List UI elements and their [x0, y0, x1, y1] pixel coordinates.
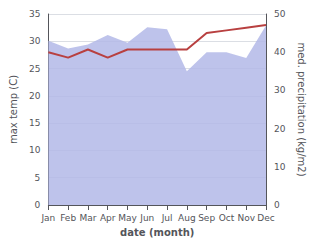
svg-text:Mar: Mar: [79, 213, 96, 223]
svg-text:5: 5: [35, 173, 41, 183]
svg-text:Sep: Sep: [198, 213, 215, 223]
svg-text:15: 15: [29, 118, 40, 128]
svg-text:0: 0: [274, 200, 280, 210]
svg-text:30: 30: [274, 85, 286, 95]
svg-text:Jan: Jan: [40, 213, 55, 223]
svg-text:Jul: Jul: [161, 213, 173, 223]
svg-text:10: 10: [274, 162, 286, 172]
svg-text:Dec: Dec: [257, 213, 274, 223]
svg-text:35: 35: [29, 9, 40, 19]
svg-text:20: 20: [29, 91, 41, 101]
svg-text:40: 40: [274, 47, 286, 57]
svg-text:med. precipitation (kg/m2): med. precipitation (kg/m2): [296, 42, 307, 176]
svg-text:10: 10: [29, 145, 41, 155]
svg-text:25: 25: [29, 64, 40, 74]
svg-text:0: 0: [35, 200, 41, 210]
svg-text:50: 50: [274, 9, 286, 19]
svg-text:date (month): date (month): [120, 227, 194, 238]
svg-text:Nov: Nov: [237, 213, 255, 223]
svg-text:Jun: Jun: [139, 213, 154, 223]
svg-text:May: May: [118, 213, 137, 223]
svg-text:Apr: Apr: [100, 213, 116, 223]
svg-text:Oct: Oct: [219, 213, 235, 223]
svg-text:Aug: Aug: [178, 213, 196, 223]
svg-text:30: 30: [29, 36, 41, 46]
svg-text:20: 20: [274, 124, 286, 134]
svg-text:Feb: Feb: [60, 213, 76, 223]
svg-text:max temp (C): max temp (C): [8, 75, 19, 144]
